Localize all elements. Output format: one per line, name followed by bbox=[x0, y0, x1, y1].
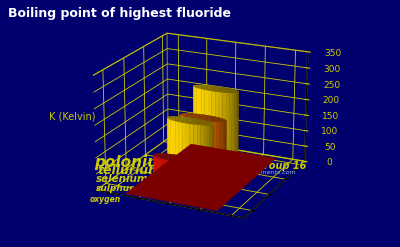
Text: Boiling point of highest fluoride: Boiling point of highest fluoride bbox=[8, 7, 231, 21]
